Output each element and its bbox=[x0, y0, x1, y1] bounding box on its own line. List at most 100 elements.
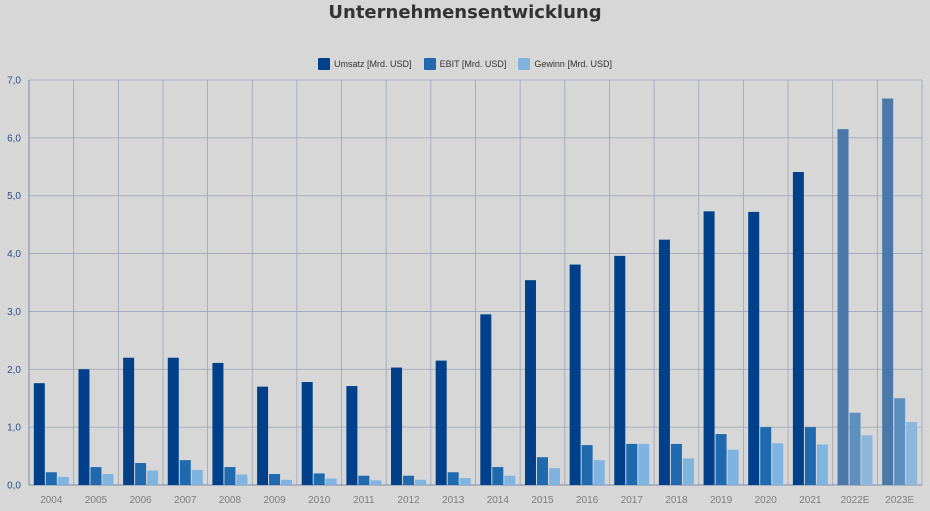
legend-label-umsatz: Umsatz [Mrd. USD] bbox=[334, 59, 412, 69]
x-tick-label: 2017 bbox=[621, 495, 644, 506]
bar bbox=[792, 171, 804, 485]
x-tick-label: 2007 bbox=[174, 495, 197, 506]
x-tick-label: 2018 bbox=[665, 495, 688, 506]
x-tick-label: 2008 bbox=[219, 495, 242, 506]
legend-swatch-ebit bbox=[423, 58, 436, 70]
x-tick-label: 2015 bbox=[531, 495, 554, 506]
y-tick-label: 1,0 bbox=[7, 423, 21, 434]
bar bbox=[682, 458, 694, 485]
bar bbox=[614, 255, 626, 485]
bar bbox=[135, 463, 147, 485]
legend-label-ebit: EBIT [Mrd. USD] bbox=[439, 59, 507, 69]
x-tick-label: 2006 bbox=[130, 495, 153, 506]
y-tick-label: 0,0 bbox=[7, 481, 21, 492]
bar bbox=[837, 129, 849, 485]
bar bbox=[504, 475, 516, 485]
y-tick-label: 5,0 bbox=[7, 191, 21, 202]
bar bbox=[179, 460, 191, 485]
x-tick-label: 2020 bbox=[755, 495, 778, 506]
bar bbox=[703, 211, 715, 486]
bar bbox=[536, 457, 548, 485]
bar bbox=[370, 480, 382, 485]
bar bbox=[727, 449, 739, 485]
bar bbox=[313, 473, 325, 485]
bar bbox=[804, 427, 816, 485]
bar bbox=[748, 211, 760, 485]
bar bbox=[715, 434, 727, 485]
bar bbox=[760, 427, 772, 485]
bar bbox=[593, 460, 605, 485]
bar bbox=[906, 421, 918, 485]
bar bbox=[492, 467, 504, 485]
bar bbox=[861, 435, 873, 485]
x-tick-label: 2012 bbox=[397, 495, 420, 506]
bar bbox=[269, 474, 281, 485]
bar bbox=[301, 382, 313, 485]
x-tick-label: 2011 bbox=[353, 495, 375, 506]
bar bbox=[167, 357, 179, 485]
bar bbox=[569, 264, 581, 485]
bar bbox=[325, 478, 337, 485]
bar bbox=[224, 467, 236, 485]
bar bbox=[191, 469, 203, 485]
bar bbox=[447, 472, 459, 485]
bar bbox=[882, 98, 894, 485]
bar bbox=[772, 443, 784, 485]
bar bbox=[403, 475, 415, 485]
y-tick-label: 6,0 bbox=[7, 133, 21, 144]
bar bbox=[257, 386, 269, 485]
bar bbox=[670, 443, 682, 485]
bar bbox=[102, 474, 114, 485]
chart-title: Unternehmensentwicklung bbox=[328, 2, 602, 23]
bar bbox=[816, 444, 828, 485]
y-tick-label: 4,0 bbox=[7, 249, 21, 260]
legend-item-gewinn[interactable]: Gewinn [Mrd. USD] bbox=[518, 58, 612, 70]
x-tick-label: 2005 bbox=[85, 495, 108, 506]
bar bbox=[626, 443, 638, 485]
y-tick-label: 7,0 bbox=[7, 76, 21, 87]
bar bbox=[147, 470, 159, 485]
bar bbox=[358, 475, 370, 485]
y-tick-label: 3,0 bbox=[7, 307, 21, 318]
legend: Umsatz [Mrd. USD] EBIT [Mrd. USD] Gewinn… bbox=[0, 58, 930, 70]
bar bbox=[346, 386, 358, 485]
bar bbox=[459, 478, 471, 485]
legend-item-ebit[interactable]: EBIT [Mrd. USD] bbox=[423, 58, 507, 70]
bar bbox=[849, 412, 861, 485]
bar bbox=[435, 360, 447, 485]
bar bbox=[45, 472, 57, 485]
legend-swatch-umsatz bbox=[318, 58, 331, 70]
bar bbox=[894, 398, 906, 485]
bar bbox=[524, 280, 536, 485]
bar bbox=[658, 239, 670, 485]
x-tick-label: 2013 bbox=[442, 495, 465, 506]
bar bbox=[123, 357, 135, 485]
bar bbox=[391, 367, 403, 485]
bar bbox=[33, 383, 45, 485]
x-tick-label: 2023E bbox=[885, 495, 914, 506]
bar bbox=[281, 479, 293, 485]
bar bbox=[415, 479, 427, 485]
legend-item-umsatz[interactable]: Umsatz [Mrd. USD] bbox=[318, 58, 412, 70]
x-tick-label: 2004 bbox=[40, 495, 63, 506]
bar bbox=[212, 362, 224, 485]
bar bbox=[480, 314, 492, 485]
x-tick-label: 2016 bbox=[576, 495, 599, 506]
x-tick-label: 2010 bbox=[308, 495, 331, 506]
bar bbox=[581, 445, 593, 485]
legend-swatch-gewinn bbox=[518, 58, 531, 70]
x-tick-label: 2021 bbox=[799, 495, 822, 506]
bar bbox=[548, 468, 560, 485]
x-tick-label: 2014 bbox=[487, 495, 510, 506]
x-tick-label: 2022E bbox=[841, 495, 870, 506]
bar bbox=[57, 476, 69, 485]
x-tick-label: 2009 bbox=[263, 495, 286, 506]
bar bbox=[236, 474, 248, 485]
bar bbox=[78, 369, 90, 485]
bar bbox=[90, 467, 102, 485]
x-tick-label: 2019 bbox=[710, 495, 733, 506]
legend-label-gewinn: Gewinn [Mrd. USD] bbox=[534, 59, 612, 69]
bar bbox=[638, 443, 650, 485]
y-tick-label: 2,0 bbox=[7, 365, 21, 376]
